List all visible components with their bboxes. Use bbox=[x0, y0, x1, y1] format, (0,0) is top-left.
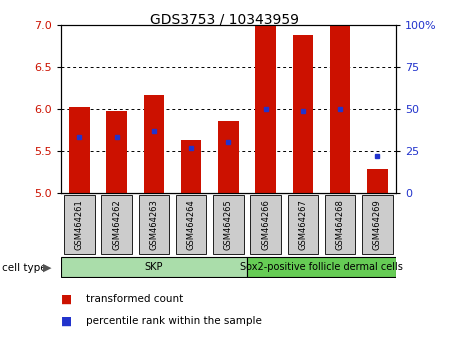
Text: GSM464264: GSM464264 bbox=[187, 199, 196, 250]
Bar bbox=[256, 27, 276, 193]
Text: ▶: ▶ bbox=[43, 263, 51, 273]
Text: GSM464269: GSM464269 bbox=[373, 199, 382, 250]
Bar bbox=[213, 195, 243, 254]
Text: GDS3753 / 10343959: GDS3753 / 10343959 bbox=[150, 12, 300, 27]
Bar bbox=[367, 169, 387, 193]
Text: percentile rank within the sample: percentile rank within the sample bbox=[86, 316, 261, 326]
Text: GSM464262: GSM464262 bbox=[112, 199, 121, 250]
Bar bbox=[64, 195, 94, 254]
Text: transformed count: transformed count bbox=[86, 294, 183, 304]
Bar bbox=[61, 257, 247, 277]
Bar bbox=[250, 195, 281, 254]
Text: Sox2-positive follicle dermal cells: Sox2-positive follicle dermal cells bbox=[240, 262, 403, 272]
Bar bbox=[139, 195, 169, 254]
Text: GSM464265: GSM464265 bbox=[224, 199, 233, 250]
Text: GSM464263: GSM464263 bbox=[149, 199, 158, 250]
Text: GSM464261: GSM464261 bbox=[75, 199, 84, 250]
Bar bbox=[218, 121, 239, 193]
Bar bbox=[181, 140, 201, 193]
Bar bbox=[106, 112, 127, 193]
Bar bbox=[101, 195, 132, 254]
Bar bbox=[288, 195, 318, 254]
Text: GSM464267: GSM464267 bbox=[298, 199, 307, 250]
Text: SKP: SKP bbox=[144, 262, 163, 272]
Text: cell type: cell type bbox=[2, 263, 47, 273]
Bar bbox=[330, 27, 351, 193]
Text: ■: ■ bbox=[61, 315, 72, 327]
Bar bbox=[247, 257, 396, 277]
Text: ■: ■ bbox=[61, 293, 72, 306]
Bar bbox=[325, 195, 356, 254]
Text: GSM464266: GSM464266 bbox=[261, 199, 270, 250]
Bar bbox=[176, 195, 207, 254]
Bar bbox=[292, 35, 313, 193]
Bar bbox=[362, 195, 393, 254]
Bar bbox=[69, 107, 90, 193]
Text: GSM464268: GSM464268 bbox=[336, 199, 345, 250]
Bar bbox=[144, 95, 164, 193]
